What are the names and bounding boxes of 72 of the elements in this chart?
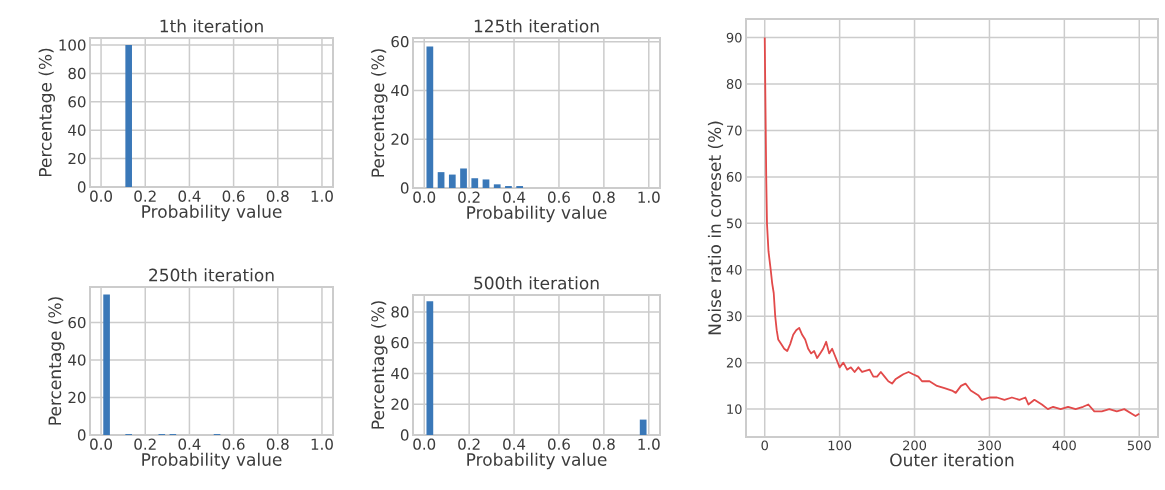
x-tick-label: 1.0 (638, 191, 660, 203)
x-axis-title: Outer iteration (890, 453, 1014, 467)
x-tick-label: 0.8 (592, 191, 615, 203)
x-tick-label: 200 (903, 440, 927, 451)
y-tick-label: 40 (391, 367, 409, 380)
x-tick-label: 300 (978, 440, 1001, 451)
x-tick-label: 0.2 (458, 438, 480, 450)
y-tick-label: 80 (391, 306, 409, 318)
y-tick-label: 40 (68, 124, 86, 136)
x-tick-label: 0.0 (90, 438, 112, 450)
x-axis-title: Probability value (142, 452, 282, 470)
y-axis-title: Noise ratio in coreset (%) (707, 121, 724, 335)
y-tick-label: 0 (400, 429, 409, 441)
y-tick-label: 80 (68, 67, 86, 80)
y-tick-label: 40 (726, 264, 742, 275)
x-tick-label: 0.8 (266, 190, 289, 202)
x-axis-title: Probability value (467, 452, 607, 470)
y-tick-label: 80 (726, 79, 742, 89)
y-tick-label: 10 (727, 404, 742, 415)
y-axis-title: Percentage (%) (48, 297, 65, 425)
x-axis-title: Probability value (142, 204, 282, 222)
y-tick-label: 0 (77, 181, 86, 193)
x-tick-label: 100 (828, 440, 852, 451)
y-tick-label: 30 (726, 311, 742, 322)
x-tick-label: 1.0 (638, 438, 660, 450)
y-tick-label: 0 (400, 182, 409, 194)
x-tick-label: 0.4 (178, 190, 201, 202)
y-axis-title: Percentage (%) (38, 48, 55, 177)
x-tick-label: 500 (1127, 440, 1151, 451)
y-tick-label: 20 (68, 152, 86, 165)
x-tick-label: 0.2 (458, 191, 480, 203)
x-tick-label: 1.0 (311, 438, 333, 450)
y-tick-label: 60 (68, 96, 86, 108)
y-tick-label: 60 (726, 172, 742, 182)
y-tick-label: 20 (68, 391, 86, 404)
y-tick-label: 0 (77, 429, 86, 441)
y-tick-label: 20 (726, 357, 742, 368)
x-tick-label: 0.0 (90, 190, 112, 202)
y-tick-label: 70 (726, 125, 742, 136)
x-tick-label: 1.0 (311, 190, 333, 202)
chart-title: 250th iteration (149, 268, 274, 282)
x-tick-label: 0.0 (413, 438, 436, 450)
y-tick-label: 60 (391, 35, 409, 48)
y-tick-label: 50 (726, 218, 742, 229)
x-tick-label: 0.8 (266, 438, 289, 450)
x-tick-label: 400 (1052, 440, 1076, 451)
y-tick-label: 40 (391, 84, 409, 97)
chart-title: 1th iteration (160, 19, 263, 33)
x-tick-label: 0.2 (134, 190, 156, 202)
x-tick-label: 0.6 (222, 438, 245, 450)
x-tick-label: 0.6 (548, 438, 570, 450)
y-tick-label: 60 (68, 316, 86, 329)
y-tick-label: 90 (726, 32, 742, 43)
chart-title: 125th iteration (474, 19, 599, 33)
y-tick-label: 40 (68, 354, 86, 366)
x-tick-label: 0.2 (134, 438, 156, 450)
y-tick-label: 20 (391, 133, 409, 145)
y-axis-title: Percentage (%) (371, 49, 388, 177)
x-axis-title: Probability value (467, 205, 607, 223)
x-tick-label: 0.4 (503, 438, 526, 450)
x-tick-label: 0.8 (592, 438, 615, 450)
y-tick-label: 60 (391, 337, 409, 349)
y-tick-label: 20 (391, 398, 409, 410)
chart-title: 500th iteration (474, 276, 599, 290)
x-tick-label: 0.4 (503, 191, 526, 203)
x-tick-label: 0.6 (222, 190, 245, 202)
y-axis-title: Percentage (%) (371, 301, 388, 429)
x-tick-label: 0.6 (548, 191, 570, 203)
y-tick-label: 100 (59, 39, 86, 51)
x-tick-label: 0.4 (178, 438, 201, 450)
x-tick-label: 0 (761, 440, 768, 451)
x-tick-label: 0.0 (413, 191, 436, 203)
